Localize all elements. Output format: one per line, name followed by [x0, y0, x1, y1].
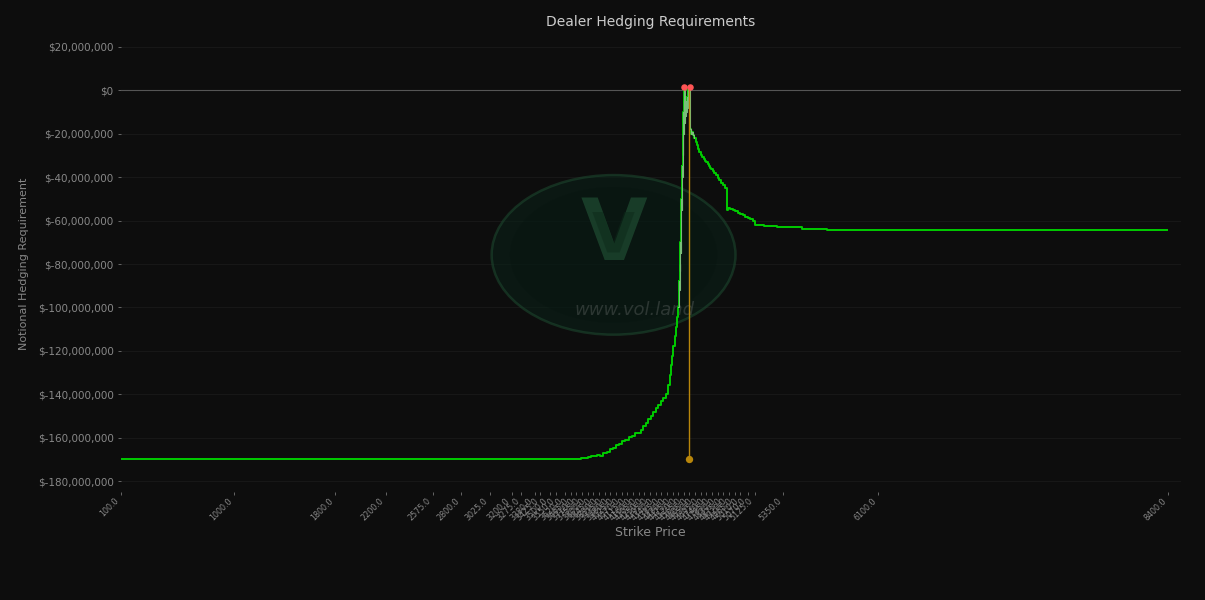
Point: [675, 82, 694, 92]
Ellipse shape: [510, 187, 717, 323]
Point: [680, 455, 699, 464]
X-axis label: Strike Price: Strike Price: [616, 526, 686, 539]
Y-axis label: Notional Hedging Requirement: Notional Hedging Requirement: [19, 178, 29, 350]
Point: [680, 82, 699, 92]
Text: www.vol.land: www.vol.land: [575, 301, 695, 319]
Text: V: V: [592, 209, 635, 263]
Ellipse shape: [492, 175, 735, 335]
Title: Dealer Hedging Requirements: Dealer Hedging Requirements: [546, 15, 756, 29]
Text: V: V: [581, 195, 647, 278]
